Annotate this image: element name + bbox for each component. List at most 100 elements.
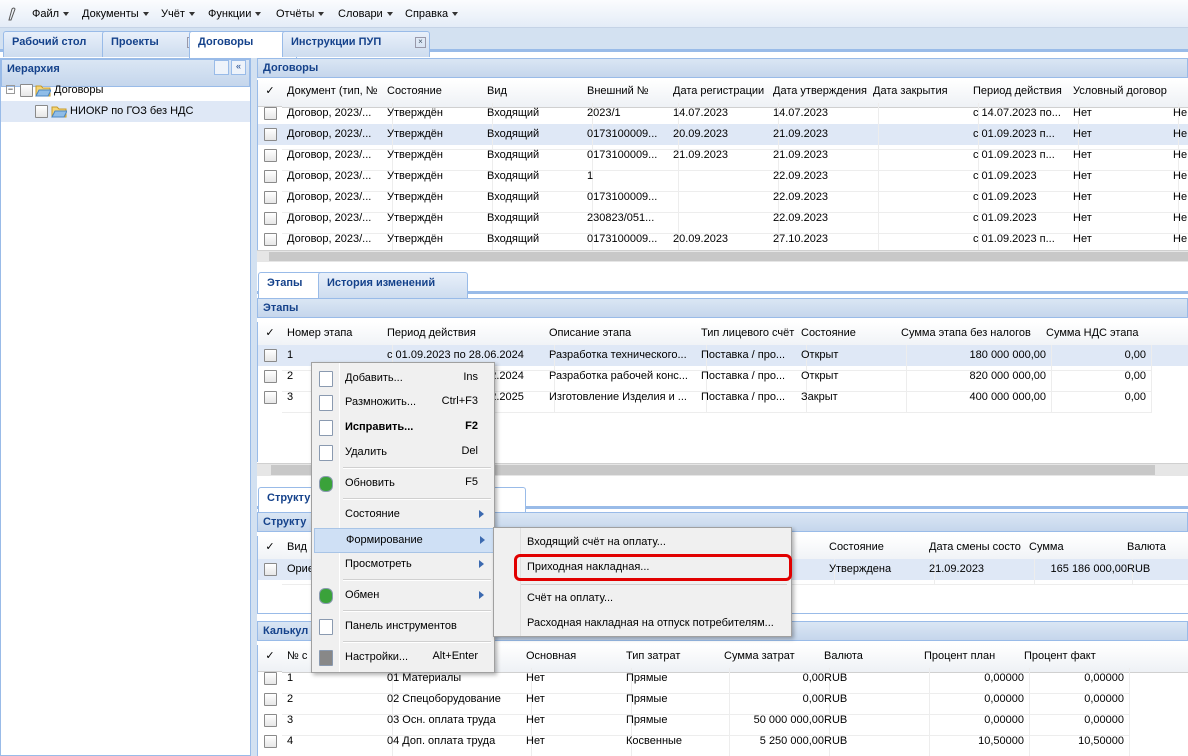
grid-cell[interactable]: Нет [1068, 124, 1179, 150]
grid-cell[interactable]: 230823/051... [582, 208, 679, 234]
grid-cell[interactable]: 2 [282, 689, 393, 715]
grid-cell[interactable]: Входящий [482, 208, 593, 234]
grid-cell[interactable]: Нет [1068, 208, 1179, 234]
row-checkbox[interactable] [264, 349, 277, 362]
menu-item[interactable]: Словари [338, 8, 393, 20]
grid-cell[interactable]: 820 000 000,00 [896, 366, 1052, 392]
row-checkbox[interactable] [264, 693, 277, 706]
grid-cell[interactable]: с 01.09.2023 п... [968, 124, 1079, 150]
grid-cell[interactable] [868, 208, 979, 234]
menu-item[interactable]: Справка [405, 8, 458, 20]
menu-item[interactable]: Просмотреть [314, 553, 492, 576]
grid-cell[interactable]: Прямые [621, 689, 730, 715]
grid-cell[interactable]: с 01.09.2023 п... [968, 229, 1079, 250]
grid-cell[interactable]: 5 250 000,00 [719, 731, 830, 756]
grid-cell[interactable]: Договор, 2023/... [282, 145, 393, 171]
grid-cell[interactable]: Поставка / про... [696, 387, 807, 413]
grid-cell[interactable]: 50 000 000,00 [719, 710, 830, 736]
grid-cell[interactable]: 180 000 000,00 [896, 345, 1052, 371]
menu-item[interactable]: Настройки... Alt+Enter [314, 646, 492, 669]
grid-cell[interactable]: Договор, 2023/... [282, 187, 393, 213]
menu-item[interactable]: Формирование [314, 528, 494, 553]
grid-cell[interactable]: 0,00000 [919, 668, 1030, 694]
tree-node[interactable]: − Договоры [1, 80, 250, 101]
grid-cell[interactable]: Утверждён [382, 187, 493, 213]
tab[interactable]: Инструкции ПУП × [282, 31, 430, 57]
grid-cell[interactable]: 0,00 [1041, 387, 1152, 413]
grid-cell[interactable]: RUB [819, 731, 930, 756]
grid-cell[interactable]: 20.09.2023 [668, 124, 779, 150]
grid-cell[interactable]: Нет [521, 710, 632, 736]
scroll-thumb[interactable] [271, 465, 1155, 475]
grid-cell[interactable]: 20.09.2023 [668, 229, 779, 250]
grid-cell[interactable]: 10,50000 [919, 731, 1030, 756]
grid-cell[interactable]: Входящий [482, 229, 593, 250]
grid-cell[interactable]: Договор, 2023/... [282, 229, 393, 250]
splitter[interactable] [251, 58, 257, 756]
menu-item[interactable]: Отчёты [276, 8, 324, 20]
grid-cell[interactable]: Открыт [796, 366, 907, 392]
grid-cell[interactable]: 21.09.2023 [768, 145, 879, 171]
grid-cell[interactable]: 04 Доп. оплата труда [382, 731, 532, 756]
grid-cell[interactable] [668, 187, 779, 213]
grid-cell[interactable]: Косвенные [621, 731, 730, 756]
grid-cell[interactable]: Поставка / про... [696, 345, 807, 371]
grid-cell[interactable]: Входящий [482, 187, 593, 213]
tab[interactable]: История изменений [318, 272, 468, 298]
row-checkbox[interactable] [264, 212, 277, 225]
menu-item[interactable]: Обмен [314, 584, 492, 607]
grid-cell[interactable] [868, 145, 979, 171]
grid-cell[interactable]: 0,00000 [1019, 689, 1130, 715]
row-checkbox[interactable] [264, 149, 277, 162]
grid-cell[interactable]: 0,00 [1041, 366, 1152, 392]
row-checkbox[interactable] [264, 191, 277, 204]
grid-cell[interactable]: 22.09.2023 [768, 208, 879, 234]
menu-item[interactable]: Функции [208, 8, 261, 20]
grid-cell[interactable]: Утверждён [382, 145, 493, 171]
grid-cell[interactable]: 0,00000 [919, 689, 1030, 715]
grid-cell[interactable]: Входящий [482, 166, 593, 192]
grid-cell[interactable]: с 01.09.2023 [968, 166, 1079, 192]
menu-item[interactable]: Документы [82, 8, 149, 20]
grid-cell[interactable] [668, 166, 779, 192]
grid-cell[interactable]: Открыт [796, 345, 907, 371]
grid-cell[interactable]: 4 [282, 731, 393, 756]
grid-cell[interactable]: Разработка рабочей конс... [544, 366, 707, 392]
grid-cell[interactable]: 22.09.2023 [768, 187, 879, 213]
grid-cell[interactable]: Нет [521, 668, 632, 694]
menu-item[interactable]: Расходная накладная на отпуск потребител… [527, 617, 774, 629]
grid-cell[interactable]: 0,00 [719, 668, 830, 694]
grid-cell[interactable]: Закрыт [796, 387, 907, 413]
scrollbar[interactable] [257, 250, 1188, 262]
menu-item[interactable]: Файл [32, 8, 69, 20]
grid-cell[interactable]: RUB [819, 668, 930, 694]
grid-cell[interactable]: 400 000 000,00 [896, 387, 1052, 413]
grid-cell[interactable]: Нет [1068, 166, 1179, 192]
grid-cell[interactable]: 0,00000 [1019, 668, 1130, 694]
menu-item[interactable]: Учёт [161, 8, 195, 20]
menu-item[interactable]: Исправить... F2 [314, 416, 492, 439]
row-checkbox[interactable] [264, 107, 277, 120]
grid-cell[interactable] [868, 229, 979, 250]
grid-cell[interactable]: Не [1168, 229, 1188, 250]
menu-item[interactable]: Состояние [314, 503, 492, 526]
grid-cell[interactable]: с 01.09.2023 [968, 208, 1079, 234]
grid-cell[interactable]: Нет [1068, 145, 1179, 171]
grid-cell[interactable]: Договор, 2023/... [282, 166, 393, 192]
close-button[interactable]: × [415, 37, 426, 48]
grid-cell[interactable]: RUB [819, 710, 930, 736]
grid-cell[interactable]: 0,00 [719, 689, 830, 715]
grid-cell[interactable]: 27.10.2023 [768, 229, 879, 250]
grid-cell[interactable]: 0173100009... [582, 145, 679, 171]
row-checkbox[interactable] [264, 735, 277, 748]
row-checkbox[interactable] [264, 672, 277, 685]
grid-cell[interactable]: Разработка технического... [544, 345, 707, 371]
grid-cell[interactable]: 0,00000 [919, 710, 1030, 736]
tab[interactable]: Рабочий стол [3, 31, 118, 57]
grid-cell[interactable]: RUB [819, 689, 930, 715]
grid-cell[interactable]: Изготовление Изделия и ... [544, 387, 707, 413]
grid-cell[interactable]: Входящий [482, 124, 593, 150]
grid-cell[interactable]: 0173100009... [582, 187, 679, 213]
grid-cell[interactable]: 0173100009... [582, 229, 679, 250]
menu-item[interactable]: Удалить Del [314, 441, 492, 464]
